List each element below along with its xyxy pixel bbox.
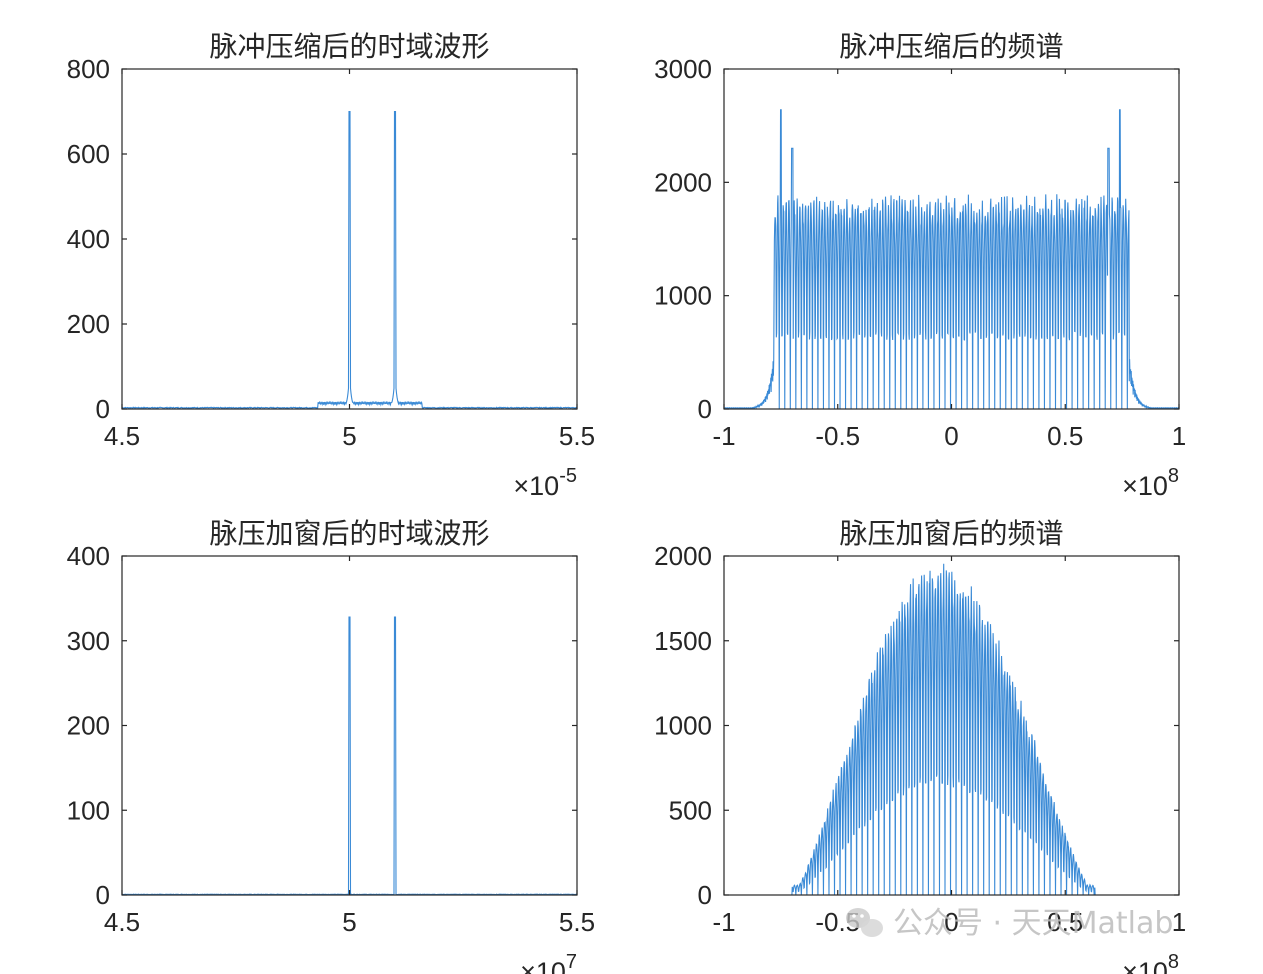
x-tick-label: 4.5 [104, 421, 140, 451]
panel-time-domain-windowed: 脉压加窗后的时域波形 4.5 5 5.5 0 100 200 300 400 ×107 [67, 517, 595, 974]
watermark: 公众号 · 天天Matlab [846, 906, 1173, 941]
y-tick-label: 400 [67, 541, 110, 571]
series-line [724, 109, 1179, 409]
x-tick-label: 5.5 [559, 907, 595, 937]
series-line [122, 616, 577, 895]
y-tick-label: 800 [67, 54, 110, 84]
panel-time-domain-compressed: 脉冲压缩后的时域波形 4.5 5 5.5 0 200 400 600 800 ×10-5 [67, 30, 595, 501]
y-tick-label: 2000 [654, 541, 712, 571]
y-tick-label: 0 [698, 394, 712, 424]
x-tick-label: -0.5 [815, 421, 860, 451]
y-tick-label: 600 [67, 139, 110, 169]
chart-title: 脉冲压缩后的频谱 [839, 30, 1063, 63]
x-tick-label: 5.5 [559, 421, 595, 451]
y-tick-label: 1500 [654, 626, 712, 656]
y-tick-label: 100 [67, 795, 110, 825]
chart-title: 脉压加窗后的频谱 [839, 517, 1063, 550]
wechat-icon [846, 908, 883, 937]
y-tick-label: 300 [67, 626, 110, 656]
y-tick-label: 0 [698, 880, 712, 910]
x-tick-label: 5 [342, 907, 356, 937]
x-tick-label: -1 [712, 907, 735, 937]
x-tick-label: -1 [712, 421, 735, 451]
watermark-text: 公众号 · 天天Matlab [893, 906, 1173, 941]
x-exponent-label: ×107 [520, 951, 577, 974]
series-line [122, 110, 577, 409]
panel-spectrum-compressed: 脉冲压缩后的频谱 -1 -0.5 0 0.5 1 0 1000 2000 3000 ×108 [654, 30, 1186, 501]
x-exponent-label: ×108 [1122, 951, 1179, 974]
y-tick-label: 1000 [654, 711, 712, 741]
y-tick-label: 1000 [654, 281, 712, 311]
x-tick-label: 0.5 [1047, 907, 1083, 937]
x-exponent-label: ×108 [1122, 465, 1179, 501]
x-tick-label: 5 [342, 421, 356, 451]
chart-title: 脉压加窗后的时域波形 [209, 517, 489, 550]
x-tick-label: 4.5 [104, 907, 140, 937]
y-tick-label: 500 [669, 795, 712, 825]
chart-title: 脉冲压缩后的时域波形 [209, 30, 489, 63]
x-tick-label: 0 [944, 907, 958, 937]
x-tick-label: 1 [1172, 421, 1186, 451]
y-tick-label: 3000 [654, 54, 712, 84]
x-tick-label: 1 [1172, 907, 1186, 937]
y-tick-label: 0 [96, 394, 110, 424]
y-tick-label: 200 [67, 711, 110, 741]
y-tick-label: 0 [96, 880, 110, 910]
x-tick-label: 0.5 [1047, 421, 1083, 451]
axes-box [121, 555, 578, 896]
x-exponent-label: ×10-5 [513, 465, 577, 501]
y-tick-label: 200 [67, 309, 110, 339]
x-tick-label: 0 [944, 421, 958, 451]
series-line [724, 563, 1179, 895]
y-tick-label: 2000 [654, 167, 712, 197]
y-tick-label: 400 [67, 224, 110, 254]
